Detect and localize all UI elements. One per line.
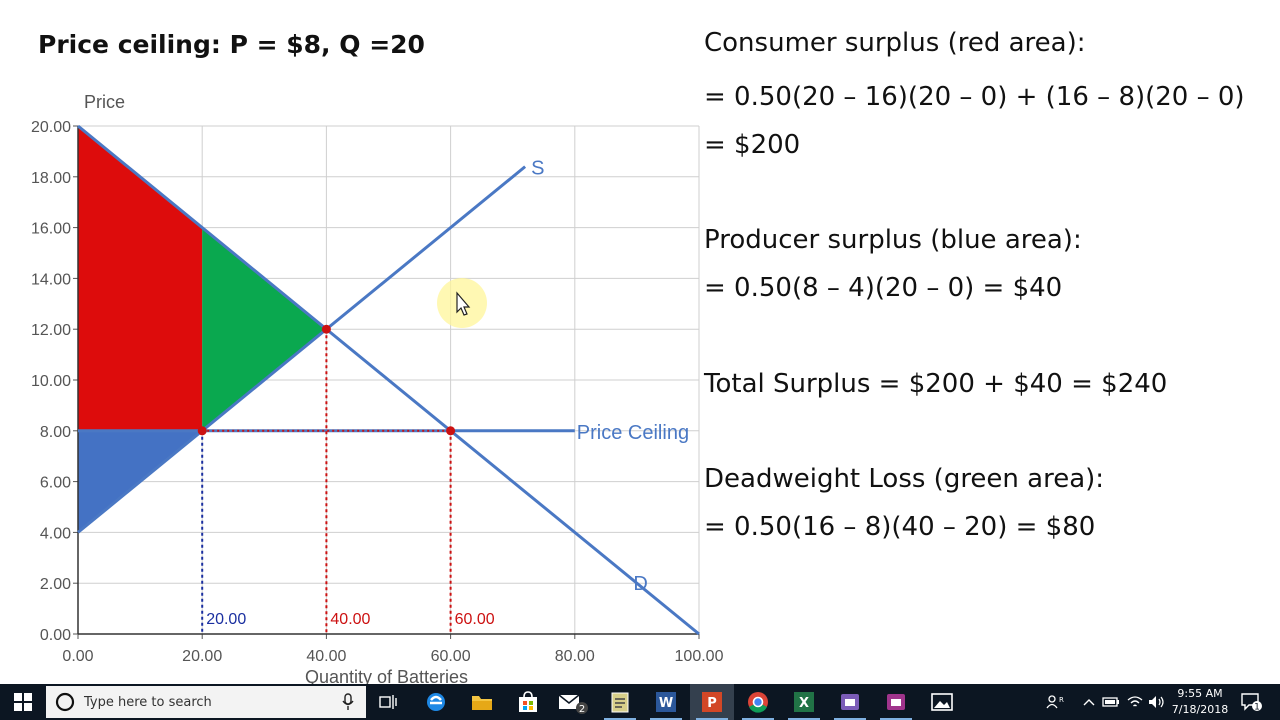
supply-curve (77, 165, 527, 534)
drop-line-label: 20.00 (206, 611, 246, 628)
mail-badge: 2 (579, 704, 585, 715)
y-tick-label: 14.00 (31, 271, 71, 288)
notification-icon: 1 (1241, 693, 1262, 713)
chrome-app[interactable] (736, 684, 780, 720)
x-axis-label: Quantity of Batteries (305, 667, 468, 684)
producer-surplus-formula: = 0.50(8 – 4)(20 – 0) = $40 (704, 273, 1063, 303)
supply-label: S (531, 158, 544, 180)
teams-icon (841, 694, 859, 710)
chevron-up-icon[interactable] (1078, 684, 1100, 720)
task-view-icon (379, 695, 397, 709)
teams-app[interactable] (828, 684, 872, 720)
y-axis-label: Price (84, 92, 125, 112)
y-tick-label: 8.00 (40, 424, 71, 441)
y-tick-label: 2.00 (40, 576, 71, 593)
wifi-icon[interactable] (1124, 684, 1146, 720)
point-marker (446, 426, 456, 436)
consumer-surplus-heading: Consumer surplus (red area): (704, 28, 1086, 58)
start-button[interactable] (0, 684, 46, 720)
drop-line-label: 40.00 (330, 611, 370, 628)
microphone-icon[interactable] (342, 693, 354, 711)
shopping-bag-icon (519, 691, 537, 712)
drop-line-label: 60.00 (455, 611, 495, 628)
deadweight-loss-heading: Deadweight Loss (green area): (704, 464, 1105, 494)
word-icon: W (656, 692, 676, 712)
windows-logo-icon (14, 693, 32, 711)
mail-app[interactable]: 2 (552, 684, 596, 720)
store-app[interactable] (506, 684, 550, 720)
price-ceiling-label: Price Ceiling (577, 422, 689, 444)
powerpoint-icon: P (702, 692, 722, 712)
x-tick-label: 0.00 (62, 648, 93, 665)
total-surplus-line: Total Surplus = $200 + $40 = $240 (704, 369, 1168, 399)
cursor-highlight (437, 278, 487, 328)
surplus-chart: 0.00 2.00 4.00 6.00 8.00 10.00 12.00 14.00 16.00… (31, 92, 724, 684)
taskbar-search-box[interactable]: Type here to search (46, 686, 366, 718)
svg-text:P: P (707, 696, 717, 711)
svg-text:X: X (799, 696, 809, 711)
x-tick-label: 40.00 (306, 648, 346, 665)
teams-2-app[interactable] (874, 684, 918, 720)
consumer-surplus-formula: = 0.50(20 – 16)(20 – 0) + (16 – 8)(20 – … (704, 82, 1245, 112)
edge-icon (427, 693, 445, 711)
x-tick-label: 60.00 (431, 648, 471, 665)
taskbar: Type here to search 2 (0, 684, 1280, 720)
notification-count: 1 (1254, 703, 1260, 713)
battery-icon[interactable] (1100, 684, 1122, 720)
task-view-button[interactable] (366, 684, 410, 720)
teams-icon (887, 694, 905, 710)
point-marker (197, 426, 207, 436)
excel-app[interactable]: X (782, 684, 826, 720)
point-marker (321, 324, 331, 334)
folder-icon (472, 696, 492, 710)
action-center-button[interactable]: 1 (1236, 684, 1266, 720)
y-tick-label: 16.00 (31, 221, 71, 238)
powerpoint-app[interactable]: P (690, 684, 734, 720)
people-icon[interactable]: R (1044, 684, 1066, 720)
x-tick-label: 20.00 (182, 648, 222, 665)
mail-icon: 2 (558, 694, 588, 715)
consumer-surplus-area (78, 126, 203, 431)
search-placeholder: Type here to search (84, 694, 212, 710)
y-tick-label: 0.00 (40, 627, 71, 644)
svg-text:R: R (1059, 696, 1064, 704)
y-tick-label: 10.00 (31, 373, 71, 390)
producer-surplus-heading: Producer surplus (blue area): (704, 225, 1082, 255)
photos-app[interactable] (920, 684, 964, 720)
demand-curve (77, 124, 700, 636)
y-tick-label: 20.00 (31, 119, 71, 136)
consumer-surplus-result: = $200 (704, 130, 801, 160)
cortana-icon (55, 692, 75, 712)
volume-icon[interactable] (1146, 684, 1168, 720)
clock-time: 9:55 AM (1177, 687, 1223, 700)
y-tick-label: 4.00 (40, 525, 71, 542)
svg-text:W: W (659, 696, 673, 711)
y-tick-label: 6.00 (40, 475, 71, 492)
y-tick-label: 18.00 (31, 170, 71, 187)
notepad-icon (611, 692, 629, 713)
photos-icon (931, 693, 953, 711)
deadweight-loss-area (202, 227, 327, 431)
slide-title: Price ceiling: P = $8, Q =20 (38, 30, 425, 59)
file-explorer-app[interactable] (460, 684, 504, 720)
excel-icon: X (794, 692, 814, 712)
x-tick-label: 80.00 (555, 648, 595, 665)
mouse-pointer-icon (456, 291, 471, 316)
system-clock[interactable]: 9:55 AM 7/18/2018 (1162, 686, 1238, 718)
y-tick-label: 12.00 (31, 322, 71, 339)
notepad-app[interactable] (598, 684, 642, 720)
demand-label: D (633, 573, 647, 595)
chrome-icon (748, 692, 768, 713)
slide: Price ceiling: P = $8, Q =20 0.00 2.00 4.0… (30, 28, 1245, 684)
edge-app[interactable] (414, 684, 458, 720)
deadweight-loss-formula: = 0.50(16 – 8)(40 – 20) = $80 (704, 512, 1096, 542)
word-app[interactable]: W (644, 684, 688, 720)
x-tick-label: 100.00 (675, 648, 724, 665)
clock-date: 7/18/2018 (1171, 703, 1229, 716)
